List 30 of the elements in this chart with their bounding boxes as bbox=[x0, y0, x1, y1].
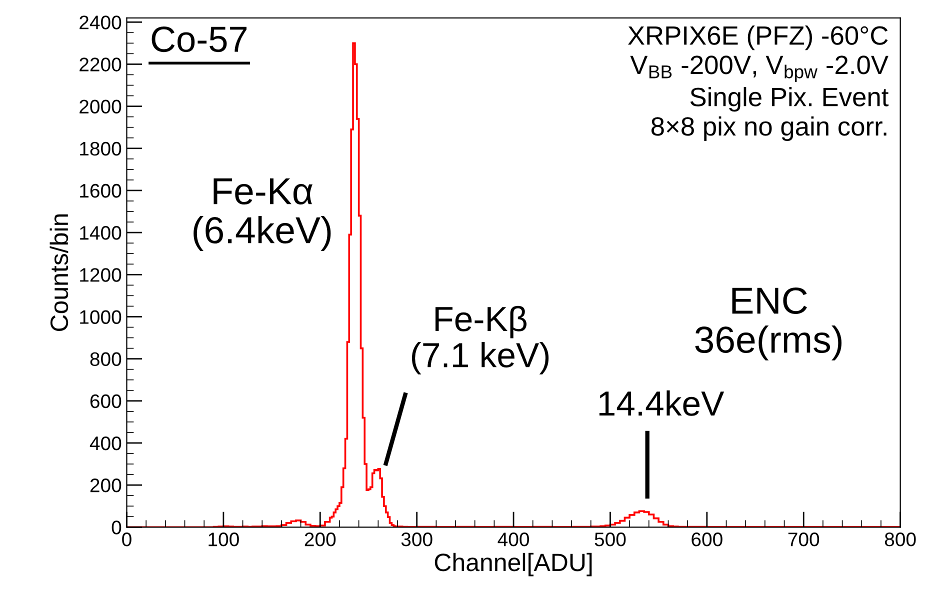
x-tick-label: 800 bbox=[884, 532, 916, 546]
y-tick-label: 600 bbox=[90, 394, 122, 408]
x-tick-label: 100 bbox=[208, 532, 239, 546]
x-tick-label: 400 bbox=[498, 532, 529, 546]
annotation: ENC 36e(rms) bbox=[695, 287, 842, 360]
x-tick-label: 0 bbox=[122, 532, 132, 546]
y-tick-label: 1600 bbox=[80, 184, 122, 198]
annotation: 14.4keV bbox=[599, 390, 724, 416]
x-axis-title: Channel[ADU] bbox=[434, 552, 592, 576]
annotation: Fe-Kα (6.4keV) bbox=[194, 178, 331, 251]
y-tick-label: 2000 bbox=[80, 100, 122, 114]
annotation: Co-57 bbox=[152, 26, 246, 52]
y-axis-title: Counts/bin bbox=[50, 214, 68, 332]
y-tick-label: 1000 bbox=[80, 310, 122, 324]
y-tick-label: 400 bbox=[90, 436, 122, 450]
y-tick-label: 800 bbox=[90, 352, 122, 366]
y-tick-label: 1400 bbox=[80, 226, 122, 240]
y-tick-label: 0 bbox=[112, 520, 122, 534]
annotation: Fe-Kβ (7.1 keV) bbox=[412, 306, 549, 374]
y-tick-label: 200 bbox=[90, 478, 122, 492]
x-tick-label: 600 bbox=[692, 532, 722, 546]
y-tick-label: 2200 bbox=[80, 58, 122, 72]
x-tick-label: 200 bbox=[304, 532, 336, 546]
y-tick-label: 1800 bbox=[80, 142, 122, 156]
x-tick-label: 300 bbox=[401, 532, 432, 546]
annotation: XRPIX6E (PFZ) -60°C V$_{BB}$ -200V, V$_{bpw}$ -2.0V Single Pix. Event 8×8 pix no gain corr. bbox=[628, 26, 889, 141]
y-tick-label: 1200 bbox=[80, 268, 122, 282]
y-tick-label: 2400 bbox=[80, 16, 122, 30]
x-tick-label: 700 bbox=[788, 532, 820, 546]
x-tick-label: 500 bbox=[594, 532, 626, 546]
